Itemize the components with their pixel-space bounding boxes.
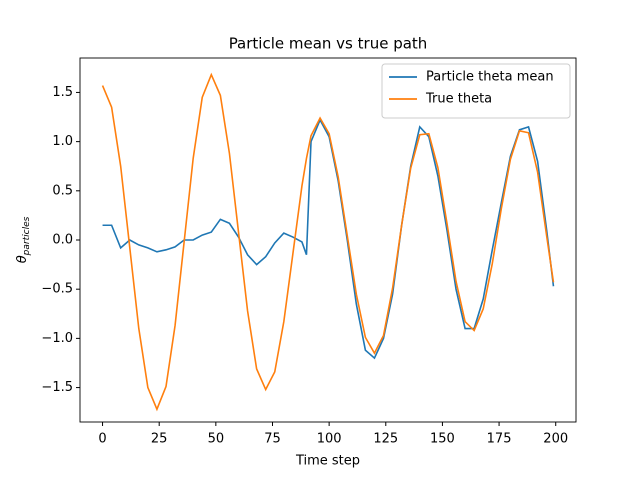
x-tick-label: 0 — [98, 432, 106, 447]
x-tick-label: 125 — [373, 432, 398, 447]
y-label-subscript: particles — [22, 216, 32, 256]
y-tick-label: 1.5 — [52, 85, 73, 100]
y-tick-label: −0.5 — [41, 282, 73, 297]
y-tick-label: 1.0 — [52, 134, 73, 149]
x-tick-label: 75 — [264, 432, 281, 447]
y-tick-label: −1.0 — [41, 331, 73, 346]
y-axis-label: θparticles — [15, 216, 32, 263]
y-tick-label: −1.5 — [41, 380, 73, 395]
x-axis-label: Time step — [295, 454, 360, 469]
axes-frame — [79, 57, 577, 423]
legend-label: True theta — [425, 92, 492, 107]
series-line — [101, 72, 555, 412]
y-tick-label: 0.5 — [52, 183, 73, 198]
chart-title: Particle mean vs true path — [229, 35, 428, 53]
x-tick-label: 200 — [543, 432, 568, 447]
y-tick-label: 0.0 — [52, 233, 73, 248]
x-tick-label: 100 — [317, 432, 342, 447]
x-tick-label: 150 — [430, 432, 455, 447]
x-tick-label: 50 — [208, 432, 225, 447]
legend-label: Particle theta mean — [426, 70, 554, 85]
y-label-symbol: θ — [15, 255, 30, 263]
x-tick-label: 175 — [487, 432, 512, 447]
legend-box — [381, 63, 571, 119]
series-line — [102, 118, 555, 360]
x-tick-label: 25 — [151, 432, 168, 447]
